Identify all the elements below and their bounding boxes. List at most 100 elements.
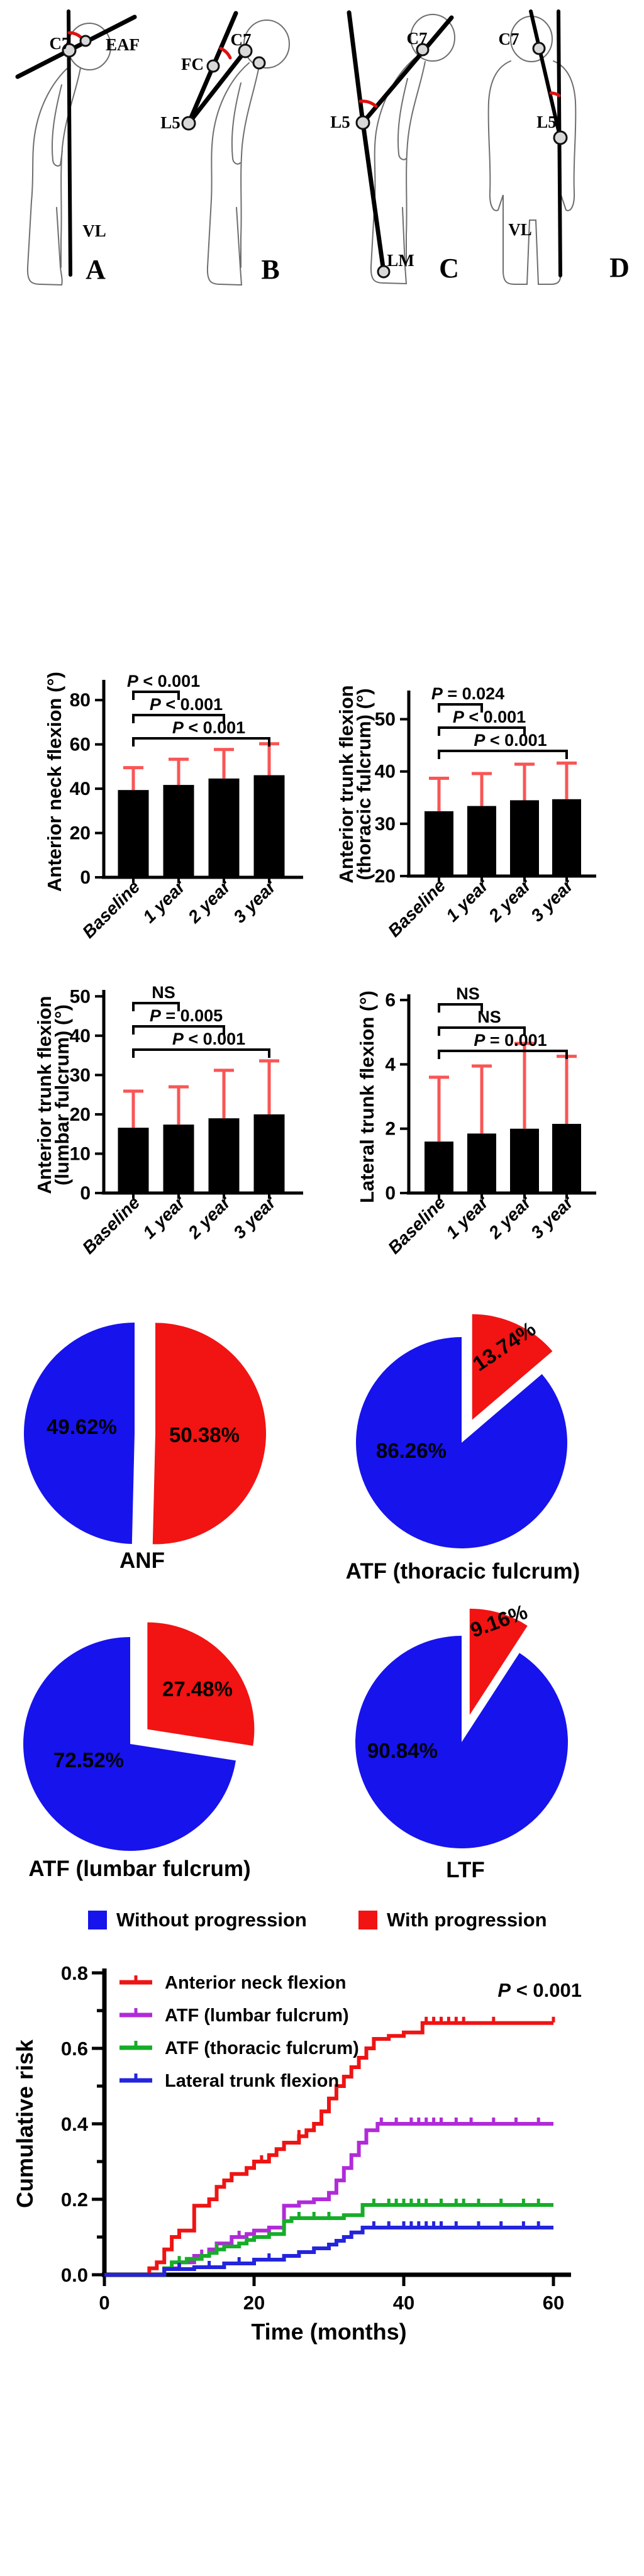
category-label: 3 year [527, 875, 578, 926]
bar [552, 799, 581, 876]
y-tick-label: 0 [80, 1183, 91, 1204]
x-tick-label: 60 [543, 2292, 564, 2314]
pie-chart-3: 72.52% 27.48% ATF (lumbar fulcrum) [23, 1622, 255, 1881]
panel-letter: C [439, 253, 459, 284]
label-eaf: EAF [106, 35, 140, 54]
y-tick-label: 4 [385, 1054, 396, 1075]
diagram-panel-c: C7 L5 LM C [330, 10, 459, 285]
legend-label-with: With progression [387, 1909, 547, 1931]
y-tick-label: 40 [70, 1026, 91, 1046]
x-tick-label: 40 [393, 2292, 414, 2314]
significance-bracket [438, 1026, 526, 1036]
y-tick-label: 80 [70, 690, 91, 711]
diagram-panel-a: C7 EAF VL A [15, 9, 140, 286]
legend-label: ATF (lumbar fulcrum) [165, 2006, 349, 2026]
y-tick-label: 0 [385, 1183, 396, 1204]
label-l5: L5 [160, 113, 180, 132]
pie-slice-with-progression [469, 1608, 528, 1715]
c7-marker [416, 43, 430, 57]
bar [467, 806, 496, 876]
y-tick-label: 0.2 [61, 2189, 88, 2211]
pie-chart-1: 49.62% 50.38% ANF [23, 1323, 267, 1573]
legend-label-without: Without progression [116, 1909, 307, 1931]
y-axis-title: Cumulative risk [12, 2039, 38, 2208]
bar [510, 800, 539, 876]
l5-lm-line [360, 120, 386, 274]
risk-curve-3 [104, 2203, 553, 2277]
angle-arc [219, 47, 232, 60]
legend-label: Anterior neck flexion [165, 1973, 346, 1993]
category-label: 1 year [442, 1192, 493, 1243]
body-outline [370, 14, 455, 285]
legend-label: Lateral trunk flexion [165, 2071, 339, 2091]
legend-label: ATF (thoracic fulcrum) [165, 2038, 359, 2058]
y-tick-label: 6 [385, 990, 396, 1011]
risk-curve-1 [104, 2021, 553, 2277]
label-fc: FC [181, 55, 204, 74]
category-label: 2 year [484, 875, 535, 926]
pie-chart-2: 86.26%13.74%ATF (thoracic fulcrum) [346, 1314, 580, 1584]
category-label: 2 year [484, 1192, 535, 1243]
significance-bracket [438, 1050, 568, 1059]
bar [208, 1118, 240, 1193]
label-c7: C7 [50, 34, 70, 53]
significance-label: P = 0.024 [431, 684, 504, 703]
significance-label: NS [152, 983, 175, 1002]
pie-slice-with-progression [152, 1323, 267, 1545]
body-outline [206, 19, 290, 286]
significance-label: P = 0.005 [150, 1006, 223, 1025]
significance-label: P < 0.001 [474, 731, 547, 750]
bar [208, 778, 240, 877]
bar [467, 1133, 496, 1193]
significance-bracket [132, 1025, 225, 1035]
diagram-panel-d: C7 L5 VL D [487, 9, 630, 285]
y-tick-label: 40 [70, 779, 91, 799]
y-tick-label: 30 [70, 1065, 91, 1085]
y-tick-label: 20 [70, 823, 91, 844]
category-label: 3 year [230, 1192, 280, 1243]
category-label: 1 year [139, 1192, 190, 1243]
bar [253, 775, 285, 877]
pie-slice-without-progression [23, 1636, 236, 1851]
category-label: 3 year [230, 876, 280, 927]
significance-label: NS [456, 984, 480, 1003]
y-tick-label: 10 [70, 1143, 91, 1164]
y-axis-title: Anterior trunk flexion [335, 685, 357, 883]
significance-label: P < 0.001 [172, 718, 245, 737]
label-c7: C7 [407, 29, 428, 48]
l5-marker [181, 116, 196, 131]
panel-letter: D [609, 252, 630, 283]
angle-arc [549, 91, 561, 97]
significance-label: P < 0.001 [150, 695, 223, 714]
y-axis-title: Anterior neck flexion (°) [43, 672, 65, 892]
diagram-panel-b: FC C7 L5 B [160, 11, 290, 286]
y-tick-label: 60 [70, 735, 91, 755]
risk-curve-2 [104, 2122, 553, 2277]
c7-marker [238, 43, 253, 58]
legend-swatch-without [88, 1911, 107, 1929]
p-value-annotation: P < 0.001 [497, 1979, 582, 2001]
pie-slice-with-progression [147, 1622, 255, 1746]
significance-bracket [132, 737, 270, 747]
label-vl: VL [508, 220, 532, 239]
y-axis-title: (lumbar fulcrum) (°) [51, 1004, 73, 1185]
significance-bracket [438, 1003, 483, 1013]
body-outline [26, 23, 111, 286]
label-vl: VL [82, 221, 106, 240]
c7-marker [62, 43, 77, 58]
c7-l5-line [529, 9, 562, 140]
label-l5: L5 [536, 113, 557, 131]
significance-label: NS [477, 1008, 501, 1026]
category-label: 3 year [527, 1192, 578, 1243]
pie-title: LTF [446, 1858, 485, 1882]
significance-label: P = 0.001 [474, 1031, 547, 1050]
upper-reference-line [347, 10, 365, 125]
y-tick-label: 0.6 [61, 2038, 88, 2060]
significance-label: P < 0.001 [453, 708, 526, 726]
